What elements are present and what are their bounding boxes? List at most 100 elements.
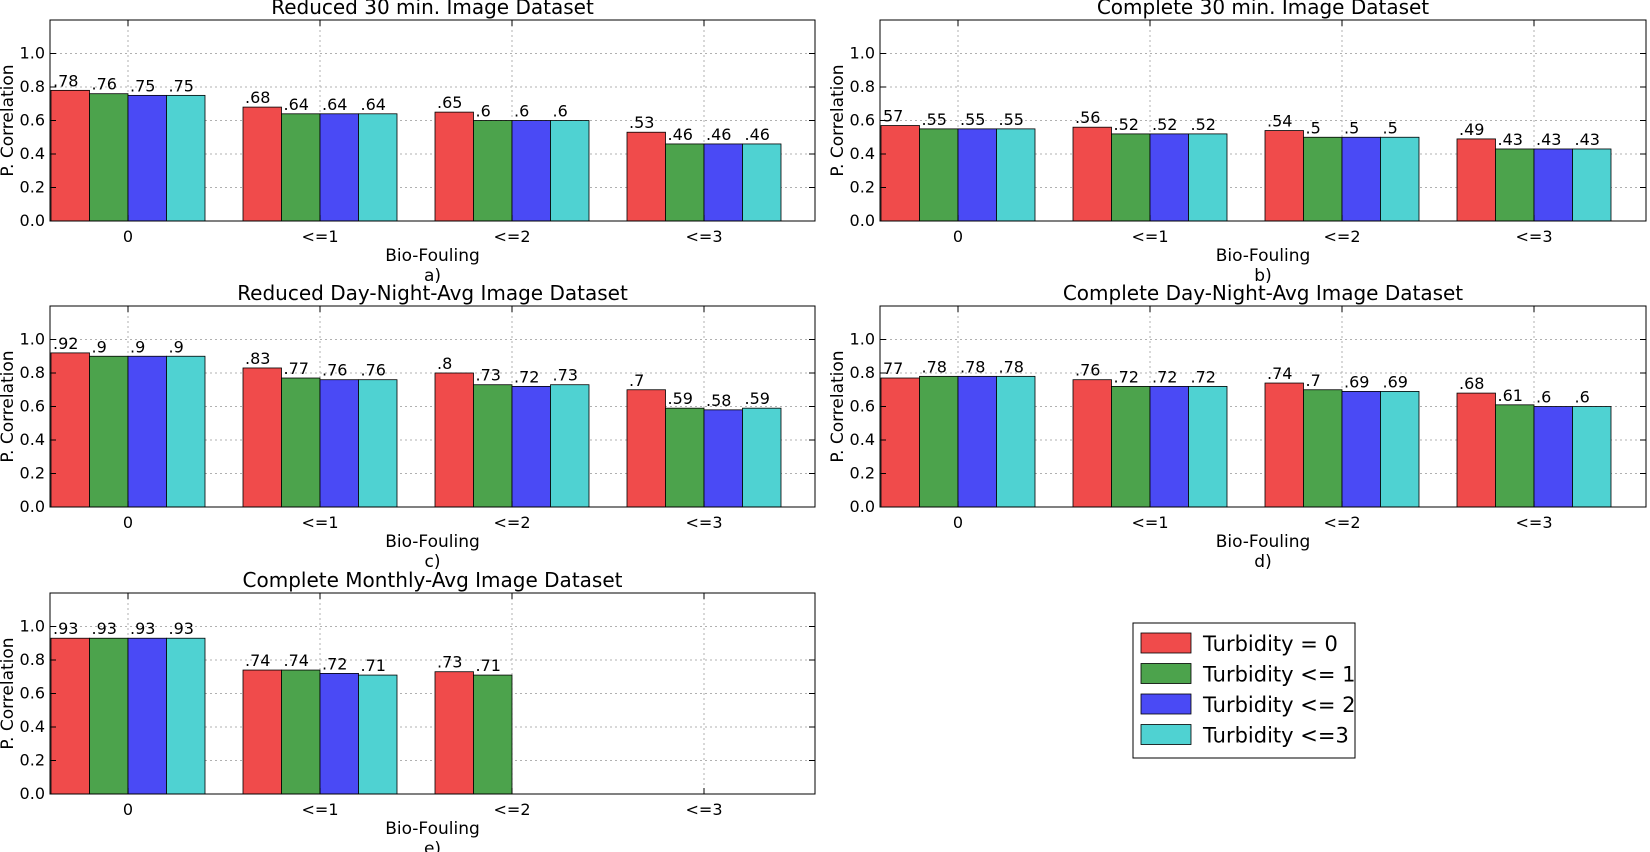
data-label: .74 (284, 651, 309, 670)
data-label: .55 (960, 110, 985, 129)
ytick-label: 0.8 (20, 650, 45, 669)
bar-1-series-4 (358, 113, 398, 222)
ytick-label: 0.4 (20, 430, 45, 449)
ytick-label: 1.0 (20, 330, 45, 349)
data-label: .61 (1498, 386, 1523, 405)
bar-3-series-1 (1456, 392, 1496, 508)
xtick-label: <=3 (686, 227, 723, 246)
bar-2-series-1 (1264, 130, 1304, 222)
y-axis-label: P. Correlation (828, 350, 848, 462)
bar-1-series-4 (1188, 385, 1228, 508)
chart-title: Complete Monthly-Avg Image Dataset (243, 568, 623, 592)
data-label: .69 (1344, 372, 1369, 391)
legend-swatch-4 (1140, 724, 1192, 745)
data-label: .75 (169, 76, 194, 95)
bar-1-series-2 (1111, 133, 1151, 222)
data-label: .72 (1152, 367, 1177, 386)
data-label: .7 (629, 371, 644, 390)
bar-2-series-3 (511, 120, 551, 222)
data-label: .43 (1536, 130, 1561, 149)
bar-1-series-3 (1149, 133, 1189, 222)
xtick-label: <=2 (494, 227, 531, 246)
y-axis-label: P. Correlation (0, 350, 18, 462)
data-label: .52 (1114, 115, 1139, 134)
xtick-label: <=3 (1516, 227, 1553, 246)
bar-3-series-2 (1495, 148, 1535, 222)
data-label: .5 (1344, 118, 1359, 137)
data-label: .68 (245, 88, 270, 107)
xtick-label: <=2 (1324, 513, 1361, 532)
ytick-label: 1.0 (850, 44, 875, 63)
data-label: .9 (92, 337, 107, 356)
chart-panel-e: .93 .74 .73 .93 .74 .71 .93 .72 .93 .71 0.0 0.2 0.4 0… (0, 568, 816, 852)
panel-label: a) (424, 266, 441, 286)
legend: Turbidity = 0 Turbidity <= 1 Turbidity <= … (1132, 622, 1356, 759)
xtick-label: <=2 (494, 513, 531, 532)
data-label: .71 (361, 656, 386, 675)
data-label: .59 (668, 389, 693, 408)
chart-title: Complete 30 min. Image Dataset (1097, 0, 1429, 19)
bar-1-series-2 (281, 669, 321, 795)
data-label: .76 (92, 75, 117, 94)
bar-3-series-3 (703, 143, 743, 222)
panel-label: e) (424, 839, 441, 852)
bar-3-series-3 (1533, 406, 1573, 508)
xtick-label: <=1 (302, 513, 339, 532)
bar-2-series-4 (1380, 136, 1420, 222)
ytick-label: 0.2 (850, 464, 875, 483)
ytick-label: 0.6 (20, 397, 45, 416)
data-label: .74 (1267, 364, 1292, 383)
data-label: .6 (514, 102, 529, 121)
data-label: .72 (514, 367, 539, 386)
ytick-label: 0.0 (20, 211, 45, 230)
data-label: .5 (1306, 118, 1321, 137)
bar-2-series-2 (473, 120, 513, 222)
bar-1-series-4 (358, 379, 398, 508)
xtick-label: 0 (123, 513, 133, 532)
bar-0-series-4 (996, 128, 1036, 222)
bar-1-series-2 (281, 113, 321, 222)
ytick-label: 0.8 (850, 77, 875, 96)
bar-3-series-4 (1572, 406, 1612, 508)
bar-2-series-4 (550, 384, 590, 508)
bar-2-series-1 (434, 372, 474, 508)
bar-0-series-2 (89, 637, 129, 795)
ytick-label: 0.6 (850, 111, 875, 130)
ytick-label: 0.4 (850, 430, 875, 449)
ytick-label: 0.2 (20, 178, 45, 197)
y-axis-label: P. Correlation (0, 637, 18, 749)
panel-label: d) (1254, 552, 1271, 572)
bar-2-series-1 (434, 111, 474, 222)
ytick-label: 0.6 (20, 111, 45, 130)
legend-label-4: Turbidity <=3 (1202, 724, 1349, 748)
xtick-label: <=1 (302, 800, 339, 819)
bar-2-series-3 (1341, 136, 1381, 222)
data-label: .6 (476, 102, 491, 121)
chart-title: Complete Day-Night-Avg Image Dataset (1063, 281, 1463, 305)
data-label: .46 (745, 125, 770, 144)
chart-panel-a: .78 .68 .65 .53 .76 .64 .6 .46 .75 .64 .6 .46 .75 .64… (0, 0, 816, 286)
xtick-label: 0 (953, 227, 963, 246)
data-label: .6 (1575, 388, 1590, 407)
bar-1-series-2 (281, 377, 321, 508)
bar-2-series-1 (1264, 382, 1304, 508)
data-label: .78 (53, 71, 78, 90)
bar-2-series-2 (1303, 389, 1343, 508)
y-axis-label: P. Correlation (0, 64, 18, 176)
data-label: .78 (999, 357, 1024, 376)
data-label: .93 (92, 619, 117, 638)
ytick-label: 0.4 (850, 144, 875, 163)
ytick-label: 0.2 (20, 751, 45, 770)
xtick-label: 0 (123, 227, 133, 246)
data-label: .93 (169, 619, 194, 638)
data-label: .8 (437, 354, 452, 373)
data-label: .83 (245, 349, 270, 368)
legend-label-2: Turbidity <= 1 (1202, 663, 1355, 687)
xtick-label: 0 (953, 513, 963, 532)
data-label: .76 (322, 361, 347, 380)
bar-0-series-3 (127, 355, 167, 508)
xtick-label: <=2 (494, 800, 531, 819)
legend-swatch-1 (1140, 632, 1192, 654)
bar-1-series-1 (242, 106, 282, 222)
